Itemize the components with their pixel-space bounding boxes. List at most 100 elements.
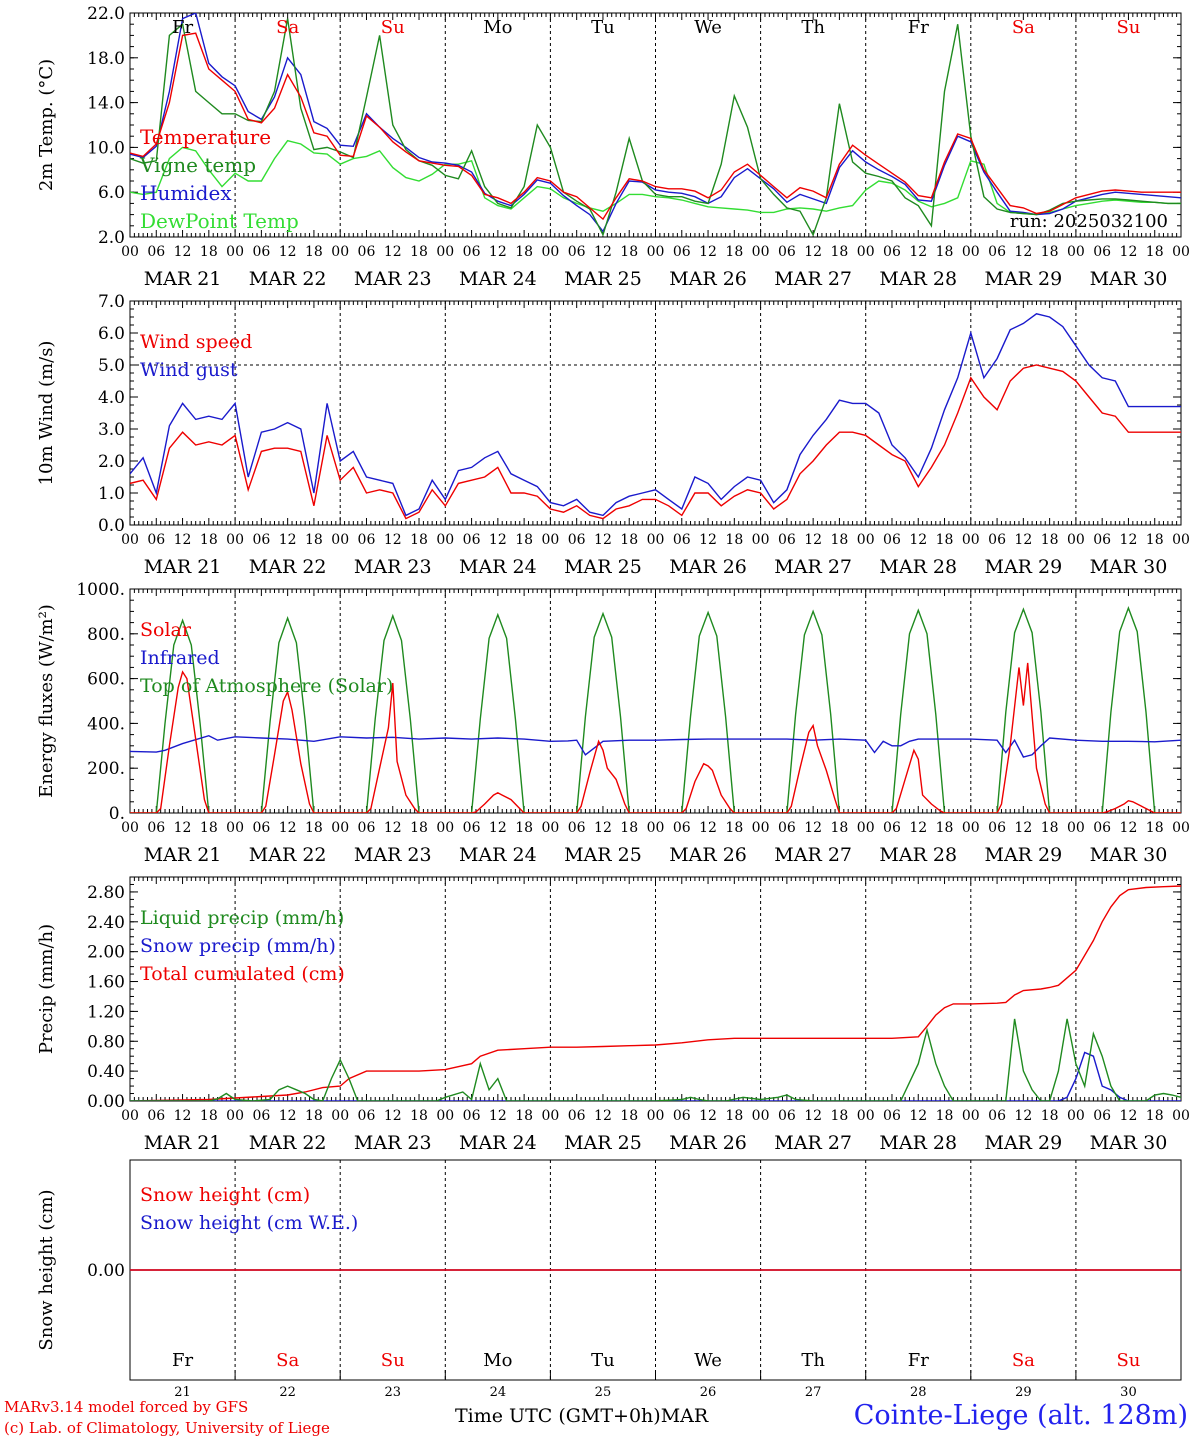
hour-tick-label: 06	[883, 532, 901, 548]
panel-wind: 0.0 1.0 2.0 3.0 4.0 5.0 6.0 7.0 10m Wind (m/s) Wi…	[36, 292, 1190, 578]
date-label: MAR 21	[144, 556, 222, 578]
hour-tick-label: 00	[1067, 1108, 1085, 1124]
date-label: MAR 28	[879, 1132, 957, 1154]
hour-tick-label: 18	[200, 820, 218, 836]
panel-frame	[129, 12, 1182, 238]
hour-tick-label: 00	[962, 1108, 980, 1124]
day-number-label: 27	[805, 1385, 822, 1400]
y-axis-label: Energy fluxes (W/m²)	[36, 604, 57, 798]
weekday-label: Th	[801, 17, 825, 38]
hour-tick-label: 18	[620, 244, 638, 260]
series-line-infrared	[130, 734, 1181, 758]
day-number-label: 22	[279, 1385, 296, 1400]
series-line-vigne-temp	[130, 18, 1181, 237]
hour-tick-label: 12	[279, 820, 297, 836]
hour-tick-label: 18	[1041, 1108, 1059, 1124]
hour-tick-label: 12	[489, 532, 507, 548]
hour-tick-label: 12	[594, 244, 612, 260]
hour-tick-label: 00	[121, 820, 139, 836]
date-label: MAR 21	[144, 268, 222, 290]
date-label: MAR 24	[459, 1132, 537, 1154]
hour-tick-label: 18	[831, 820, 849, 836]
hour-tick-label: 06	[988, 244, 1006, 260]
date-label: MAR 21	[144, 1132, 222, 1154]
hour-tick-label: 18	[936, 532, 954, 548]
hour-tick-label: 00	[1172, 820, 1190, 836]
date-label: MAR 22	[249, 1132, 327, 1154]
hour-tick-label: 06	[252, 532, 270, 548]
legend-entry: Humidex	[140, 181, 232, 205]
legend-entry: Wind speed	[140, 331, 252, 353]
date-label: MAR 23	[354, 268, 432, 290]
hour-tick-label: 12	[1014, 244, 1032, 260]
hour-tick-label: 06	[147, 532, 165, 548]
hour-tick-label: 06	[1093, 1108, 1111, 1124]
date-label: MAR 27	[774, 844, 852, 866]
hour-tick-label: 00	[331, 244, 349, 260]
date-label: MAR 24	[459, 844, 537, 866]
date-label: MAR 25	[564, 844, 642, 866]
hour-tick-label: 12	[489, 244, 507, 260]
run-label: run: 2025032100	[1010, 211, 1168, 232]
weekday-label: Mo	[483, 1350, 512, 1371]
hour-tick-label: 06	[252, 244, 270, 260]
y-tick-label: 2.00	[87, 943, 125, 963]
hour-tick-label: 12	[489, 820, 507, 836]
hour-tick-label: 18	[1146, 820, 1164, 836]
y-tick-label: 14.0	[87, 94, 125, 114]
date-label: MAR 27	[774, 1132, 852, 1154]
legend-entry: Snow height (cm)	[140, 1184, 310, 1206]
hour-tick-label: 06	[1093, 244, 1111, 260]
series-line-humidex	[130, 13, 1181, 233]
hour-tick-label: 18	[305, 244, 323, 260]
date-label: MAR 29	[984, 1132, 1062, 1154]
y-tick-label: 6.0	[98, 324, 125, 344]
hour-tick-label: 18	[305, 1108, 323, 1124]
x-axis-month: MAR	[660, 1405, 709, 1427]
hour-tick-label: 18	[1146, 244, 1164, 260]
hour-tick-label: 12	[804, 820, 822, 836]
y-tick-label: 2.40	[87, 913, 125, 933]
y-tick-label: 0.80	[87, 1032, 125, 1052]
hour-tick-label: 00	[857, 532, 875, 548]
hour-tick-label: 06	[568, 1108, 586, 1124]
hour-tick-label: 00	[121, 244, 139, 260]
hour-tick-label: 18	[1146, 532, 1164, 548]
hour-tick-label: 00	[541, 820, 559, 836]
hour-tick-label: 00	[436, 1108, 454, 1124]
hour-tick-label: 06	[778, 532, 796, 548]
hour-tick-label: 06	[463, 244, 481, 260]
hour-tick-label: 18	[410, 244, 428, 260]
hour-tick-label: 00	[331, 532, 349, 548]
hour-tick-label: 12	[1014, 820, 1032, 836]
date-label: MAR 28	[879, 268, 957, 290]
panel-frame	[129, 300, 1182, 526]
weekday-label: Fr	[172, 1350, 193, 1371]
y-tick-label: 2.0	[98, 452, 125, 472]
hour-tick-label: 06	[673, 532, 691, 548]
legend-entry: Total cumulated (cm)	[140, 963, 345, 985]
hour-tick-label: 18	[831, 532, 849, 548]
hour-tick-label: 12	[1120, 820, 1138, 836]
weekday-label: Mo	[483, 17, 512, 38]
y-tick-label: 0.0	[98, 516, 125, 536]
hour-tick-label: 06	[568, 244, 586, 260]
hour-tick-label: 12	[279, 1108, 297, 1124]
panel-precip: 0.00 0.40 0.80 1.20 1.60 2.00 2.40 2.80 Precip (…	[36, 876, 1190, 1154]
y-tick-label: 1.60	[87, 973, 125, 993]
date-label: MAR 28	[879, 556, 957, 578]
y-tick-label: 0.	[109, 804, 125, 824]
y-tick-label: 400.	[87, 714, 125, 734]
hour-tick-label: 12	[174, 1108, 192, 1124]
hour-tick-label: 12	[804, 1108, 822, 1124]
hour-tick-label: 06	[1093, 532, 1111, 548]
y-tick-label: 6.0	[98, 183, 125, 203]
hour-tick-label: 18	[1041, 532, 1059, 548]
hour-tick-label: 00	[752, 820, 770, 836]
hour-tick-label: 18	[831, 244, 849, 260]
hour-tick-label: 18	[410, 1108, 428, 1124]
series-line-wind-speed	[130, 364, 1181, 520]
hour-tick-label: 12	[804, 532, 822, 548]
hour-tick-label: 12	[279, 532, 297, 548]
hour-tick-label: 12	[804, 244, 822, 260]
